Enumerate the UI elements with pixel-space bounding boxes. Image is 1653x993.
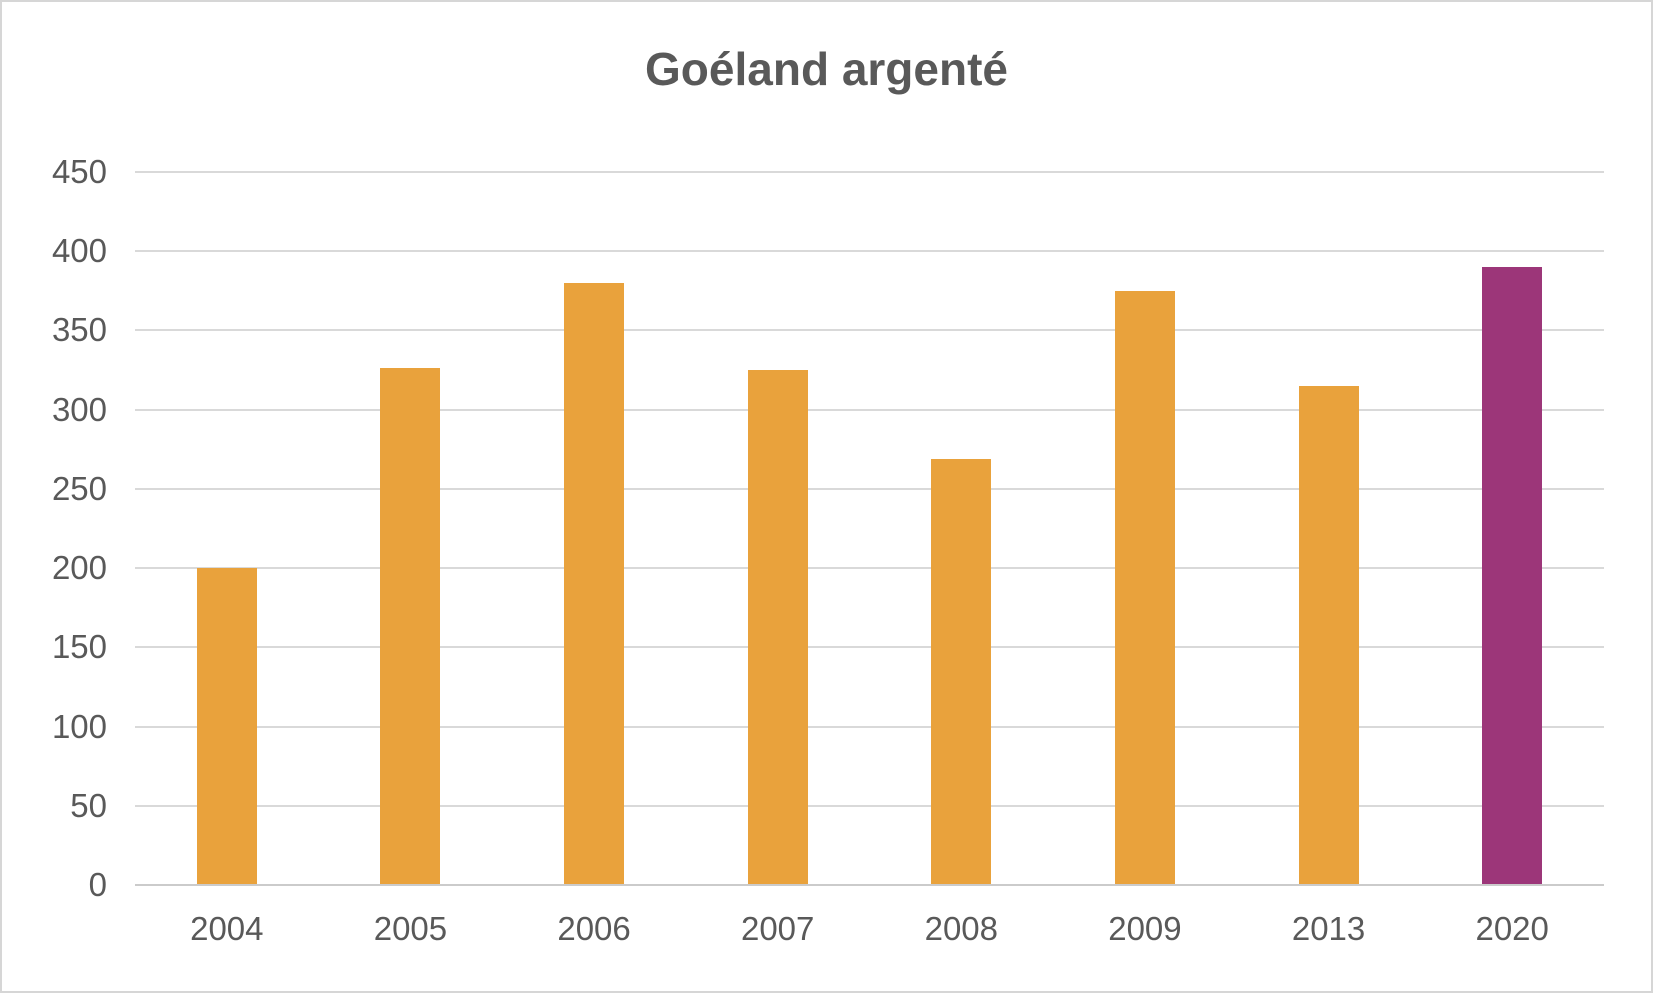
x-axis-tick-label: 2005 <box>373 910 448 947</box>
x-axis-tick-label: 2008 <box>924 910 999 947</box>
y-axis-tick-label: 100 <box>51 707 107 745</box>
gridline <box>135 408 1604 411</box>
x-axis-tick-label: 2007 <box>740 910 815 947</box>
gridline <box>135 804 1604 807</box>
gridline <box>135 329 1604 332</box>
gridline <box>135 487 1604 490</box>
y-axis-tick-label: 250 <box>51 469 107 507</box>
bar-2006 <box>564 282 625 885</box>
bar-2008 <box>931 458 992 885</box>
bar-2009 <box>1114 290 1175 885</box>
x-axis-tick-label: 2020 <box>1475 910 1549 947</box>
x-axis-tick-label: 2013 <box>1291 910 1366 947</box>
chart-title: Goéland argenté <box>645 43 1008 95</box>
bar-2004 <box>196 568 257 885</box>
y-axis-tick-label: 150 <box>51 628 107 666</box>
bar-2013 <box>1298 385 1359 885</box>
bar-2007 <box>747 370 808 885</box>
y-axis-tick-label: 350 <box>51 311 107 349</box>
gridline <box>135 646 1604 649</box>
gridline <box>135 725 1604 728</box>
gridline <box>135 567 1604 570</box>
x-axis-tick-label: 2009 <box>1108 910 1182 947</box>
bar-2005 <box>380 368 441 885</box>
y-axis-tick-label: 0 <box>88 866 107 903</box>
gridline <box>135 171 1604 173</box>
x-axis-tick-label: 2006 <box>557 910 631 947</box>
y-axis-tick-label: 200 <box>51 549 107 587</box>
y-axis-tick-label: 400 <box>51 232 107 270</box>
x-axis-line <box>135 884 1604 886</box>
y-axis-tick-label: 300 <box>51 390 107 428</box>
y-axis-tick-label: 450 <box>51 153 107 190</box>
x-axis-tick-label: 2004 <box>190 910 264 947</box>
gridline <box>135 250 1604 253</box>
y-axis-tick-label: 50 <box>70 786 107 824</box>
bar-2020 <box>1482 267 1543 885</box>
